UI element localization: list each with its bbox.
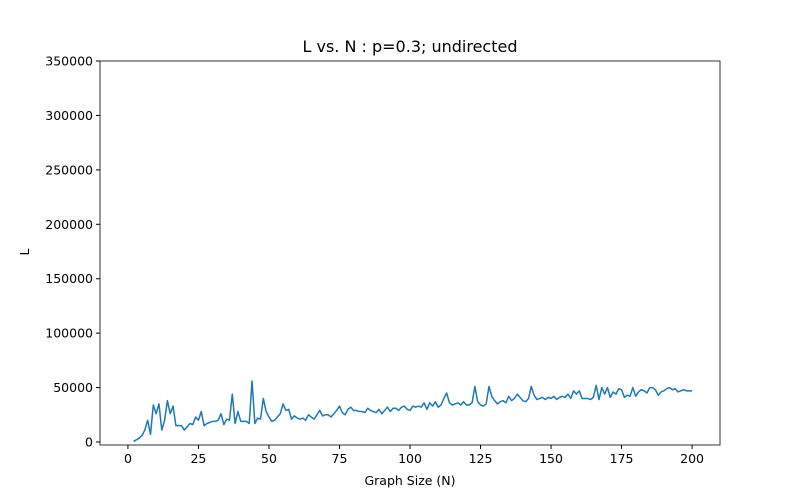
y-tick-label: 250000	[45, 162, 93, 177]
x-tick-label: 0	[124, 451, 132, 466]
x-tick-label: 150	[539, 451, 563, 466]
plot-frame	[99, 60, 721, 446]
y-tick-label: 350000	[45, 54, 93, 69]
x-tick-label: 25	[190, 451, 206, 466]
data-line	[133, 380, 693, 443]
x-tick-label: 125	[469, 451, 493, 466]
y-tick-label: 150000	[45, 271, 93, 286]
y-tick-label: 200000	[45, 217, 93, 232]
x-tick-label: 100	[398, 451, 422, 466]
x-tick-label: 75	[332, 451, 348, 466]
chart-title: L vs. N : p=0.3; undirected	[302, 37, 517, 56]
x-tick-label: 175	[610, 451, 634, 466]
y-tick-label: 300000	[45, 108, 93, 123]
x-axis-label: Graph Size (N)	[364, 473, 455, 488]
x-tick-label: 50	[261, 451, 277, 466]
x-tick-label: 200	[680, 451, 704, 466]
y-tick-label: 100000	[45, 326, 93, 341]
y-axis-label: L	[17, 248, 32, 255]
y-tick-label: 50000	[53, 380, 93, 395]
y-tick-label: 0	[85, 435, 93, 450]
